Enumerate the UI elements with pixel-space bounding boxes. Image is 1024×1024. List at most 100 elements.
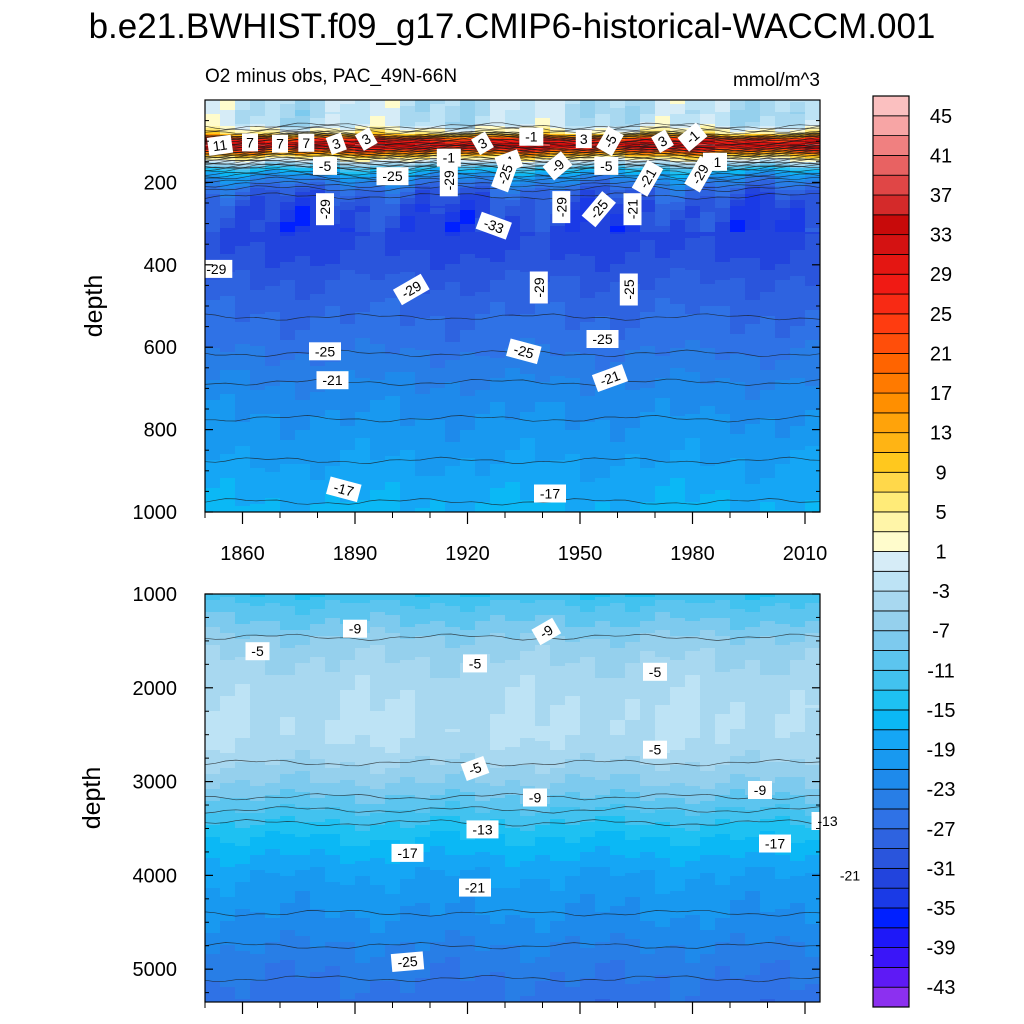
upper-ocean-cell (685, 328, 701, 331)
upper-ocean-cell (775, 264, 791, 267)
upper-ocean-cell (730, 224, 746, 227)
upper-ocean-cell (535, 214, 551, 217)
upper-ocean-cell (460, 236, 476, 239)
upper-ocean-cell (370, 200, 386, 203)
upper-ocean-cell (370, 316, 386, 319)
upper-ocean-cell (670, 108, 686, 111)
upper-ocean-cell (595, 226, 611, 229)
upper-ocean-cell (535, 226, 551, 229)
upper-ocean-cell (205, 218, 221, 221)
upper-ocean-cell (700, 142, 716, 145)
upper-ocean-cell (475, 248, 491, 251)
upper-ocean-cell (760, 320, 776, 323)
upper-ocean-cell (580, 324, 596, 327)
upper-ocean-cell (445, 292, 461, 295)
upper-ocean-cell (775, 122, 791, 125)
upper-ocean-cell (505, 322, 521, 325)
upper-ocean-cell (325, 114, 341, 117)
upper-ocean-cell (205, 102, 221, 105)
upper-ocean-cell (775, 222, 791, 225)
upper-ocean-cell (280, 332, 296, 335)
upper-ocean-cell (235, 202, 251, 205)
upper-ocean-cell (715, 114, 731, 117)
upper-ocean-cell (625, 168, 641, 171)
upper-ocean-cell (655, 246, 671, 249)
upper-ocean-cell (490, 106, 506, 109)
upper-ocean-cell (460, 270, 476, 273)
upper-ocean-cell (745, 324, 761, 327)
upper-ocean-cell (700, 254, 716, 257)
upper-ocean-cell (805, 260, 820, 263)
upper-ocean-cell (790, 156, 806, 159)
upper-ocean-cell (445, 330, 461, 333)
upper-ocean-cell (475, 278, 491, 281)
upper-ocean-cell (775, 130, 791, 133)
upper-ocean-cell (220, 218, 236, 221)
upper-ocean-cell (730, 254, 746, 257)
upper-ocean-cell (205, 226, 221, 229)
upper-ocean-cell (340, 340, 356, 343)
upper-ocean-cell (235, 338, 251, 341)
upper-ocean-cell (475, 320, 491, 323)
upper-ocean-cell (445, 100, 461, 103)
upper-ocean-cell (745, 334, 761, 337)
upper-ocean-cell (775, 312, 791, 315)
upper-ocean-cell (670, 322, 686, 325)
upper-ocean-cell (205, 340, 221, 343)
upper-ocean-cell (400, 328, 416, 331)
upper-ocean-cell (700, 212, 716, 215)
upper-ocean-cell (805, 130, 820, 133)
upper-ocean-cell (565, 178, 581, 181)
upper-ocean-cell (265, 260, 281, 263)
upper-ocean-cell (610, 306, 626, 309)
upper-ocean-cell (235, 246, 251, 249)
upper-ocean-cell (385, 266, 401, 269)
upper-ocean-cell (655, 128, 671, 131)
upper-ocean-cell (370, 250, 386, 253)
upper-ocean-cell (625, 184, 641, 187)
upper-ocean-cell (460, 202, 476, 205)
upper-ocean-cell (550, 140, 566, 143)
upper-ocean-cell (220, 206, 236, 209)
upper-ocean-cell (685, 234, 701, 237)
upper-ocean-cell (235, 164, 251, 167)
upper-ocean-cell (625, 322, 641, 325)
upper-ocean-cell (220, 176, 236, 179)
upper-ocean-cell (340, 280, 356, 283)
upper-ocean-cell (250, 306, 266, 309)
upper-ocean-cell (535, 212, 551, 215)
upper-ocean-cell (460, 214, 476, 217)
upper-ocean-cell (745, 298, 761, 301)
upper-ocean-cell (265, 222, 281, 225)
chart-title: b.e21.BWHIST.f09_g17.CMIP6-historical-WA… (89, 7, 936, 46)
upper-ocean-cell (340, 242, 356, 245)
upper-ocean-cell (685, 218, 701, 221)
upper-ocean-cell (790, 192, 806, 195)
upper-ocean-cell (580, 268, 596, 271)
upper-ocean-cell (610, 154, 626, 157)
upper-ocean-cell (490, 124, 506, 127)
upper-ocean-cell (670, 184, 686, 187)
upper-ocean-cell (700, 268, 716, 271)
upper-ocean-cell (250, 174, 266, 177)
upper-ocean-cell (265, 310, 281, 313)
upper-ocean-cell (205, 200, 221, 203)
upper-ocean-cell (670, 268, 686, 271)
upper-ocean-cell (250, 264, 266, 267)
upper-ocean-cell (640, 208, 656, 211)
upper-ocean-cell (625, 316, 641, 319)
upper-ocean-cell (445, 318, 461, 321)
upper-ocean-cell (310, 112, 326, 115)
upper-ocean-cell (430, 120, 446, 123)
upper-ocean-cell (580, 238, 596, 241)
upper-ocean-cell (385, 110, 401, 113)
upper-ocean-cell (220, 256, 236, 259)
upper-ocean-cell (415, 254, 431, 257)
upper-ocean-cell (205, 316, 221, 319)
upper-ocean-cell (625, 174, 641, 177)
upper-ocean-cell (520, 108, 536, 111)
upper-ocean-cell (715, 128, 731, 131)
upper-ocean-cell (400, 326, 416, 329)
upper-ocean-cell (235, 316, 251, 319)
upper-ocean-cell (790, 308, 806, 311)
